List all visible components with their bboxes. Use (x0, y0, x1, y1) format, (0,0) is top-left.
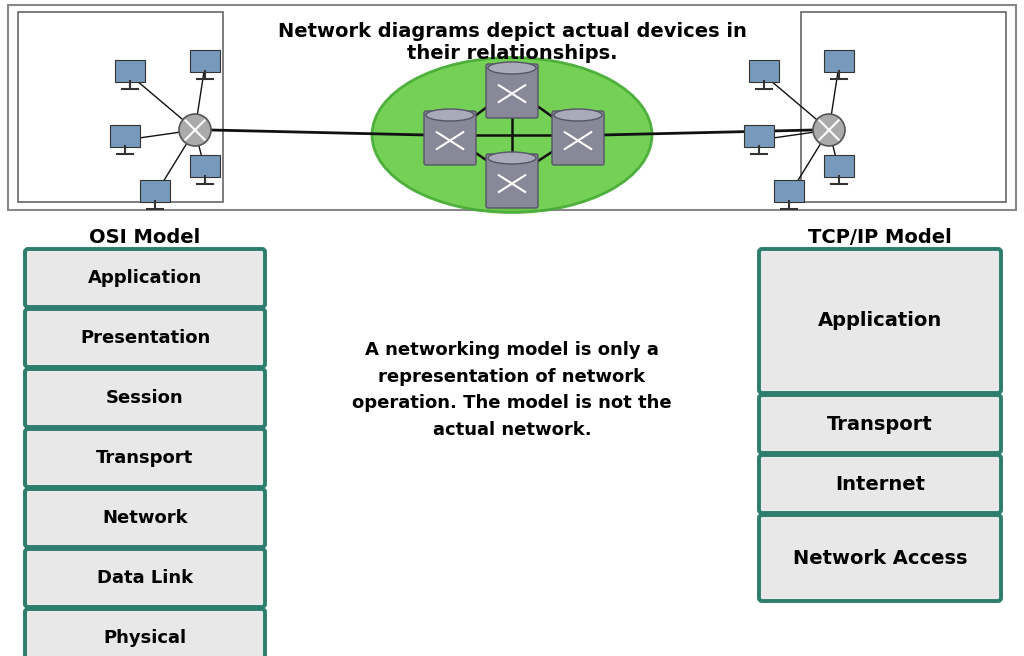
Text: Session: Session (106, 389, 184, 407)
FancyBboxPatch shape (552, 111, 604, 165)
Text: Application: Application (88, 269, 202, 287)
FancyBboxPatch shape (115, 60, 145, 82)
Text: Application: Application (818, 312, 942, 331)
Text: TCP/IP Model: TCP/IP Model (808, 228, 952, 247)
FancyBboxPatch shape (25, 549, 265, 607)
Text: OSI Model: OSI Model (89, 228, 201, 247)
FancyBboxPatch shape (25, 429, 265, 487)
FancyBboxPatch shape (140, 180, 170, 202)
FancyBboxPatch shape (749, 60, 779, 82)
FancyBboxPatch shape (18, 12, 223, 202)
FancyBboxPatch shape (744, 125, 774, 147)
Text: Transport: Transport (96, 449, 194, 467)
FancyBboxPatch shape (486, 64, 538, 118)
Ellipse shape (488, 62, 536, 74)
FancyBboxPatch shape (190, 155, 220, 177)
Text: A networking model is only a
representation of network
operation. The model is n: A networking model is only a representat… (352, 341, 672, 439)
Ellipse shape (372, 58, 652, 213)
Text: Network Access: Network Access (793, 548, 968, 567)
Text: Network diagrams depict actual devices in: Network diagrams depict actual devices i… (278, 22, 746, 41)
FancyBboxPatch shape (774, 180, 804, 202)
FancyBboxPatch shape (25, 489, 265, 547)
FancyBboxPatch shape (759, 249, 1001, 393)
FancyBboxPatch shape (25, 309, 265, 367)
Circle shape (179, 114, 211, 146)
Ellipse shape (554, 109, 602, 121)
FancyBboxPatch shape (824, 50, 854, 72)
FancyBboxPatch shape (801, 12, 1006, 202)
Ellipse shape (426, 109, 474, 121)
Ellipse shape (488, 152, 536, 164)
FancyBboxPatch shape (824, 155, 854, 177)
Text: Transport: Transport (827, 415, 933, 434)
FancyBboxPatch shape (8, 5, 1016, 210)
FancyBboxPatch shape (25, 249, 265, 307)
FancyBboxPatch shape (759, 515, 1001, 601)
Circle shape (813, 114, 845, 146)
FancyBboxPatch shape (424, 111, 476, 165)
Text: Presentation: Presentation (80, 329, 210, 347)
Text: Physical: Physical (103, 629, 186, 647)
Text: Data Link: Data Link (97, 569, 194, 587)
FancyBboxPatch shape (190, 50, 220, 72)
Text: Internet: Internet (835, 474, 925, 493)
Text: their relationships.: their relationships. (407, 44, 617, 63)
FancyBboxPatch shape (25, 609, 265, 656)
FancyBboxPatch shape (759, 455, 1001, 513)
FancyBboxPatch shape (759, 395, 1001, 453)
FancyBboxPatch shape (486, 154, 538, 208)
Text: Network: Network (102, 509, 187, 527)
FancyBboxPatch shape (25, 369, 265, 427)
FancyBboxPatch shape (110, 125, 140, 147)
